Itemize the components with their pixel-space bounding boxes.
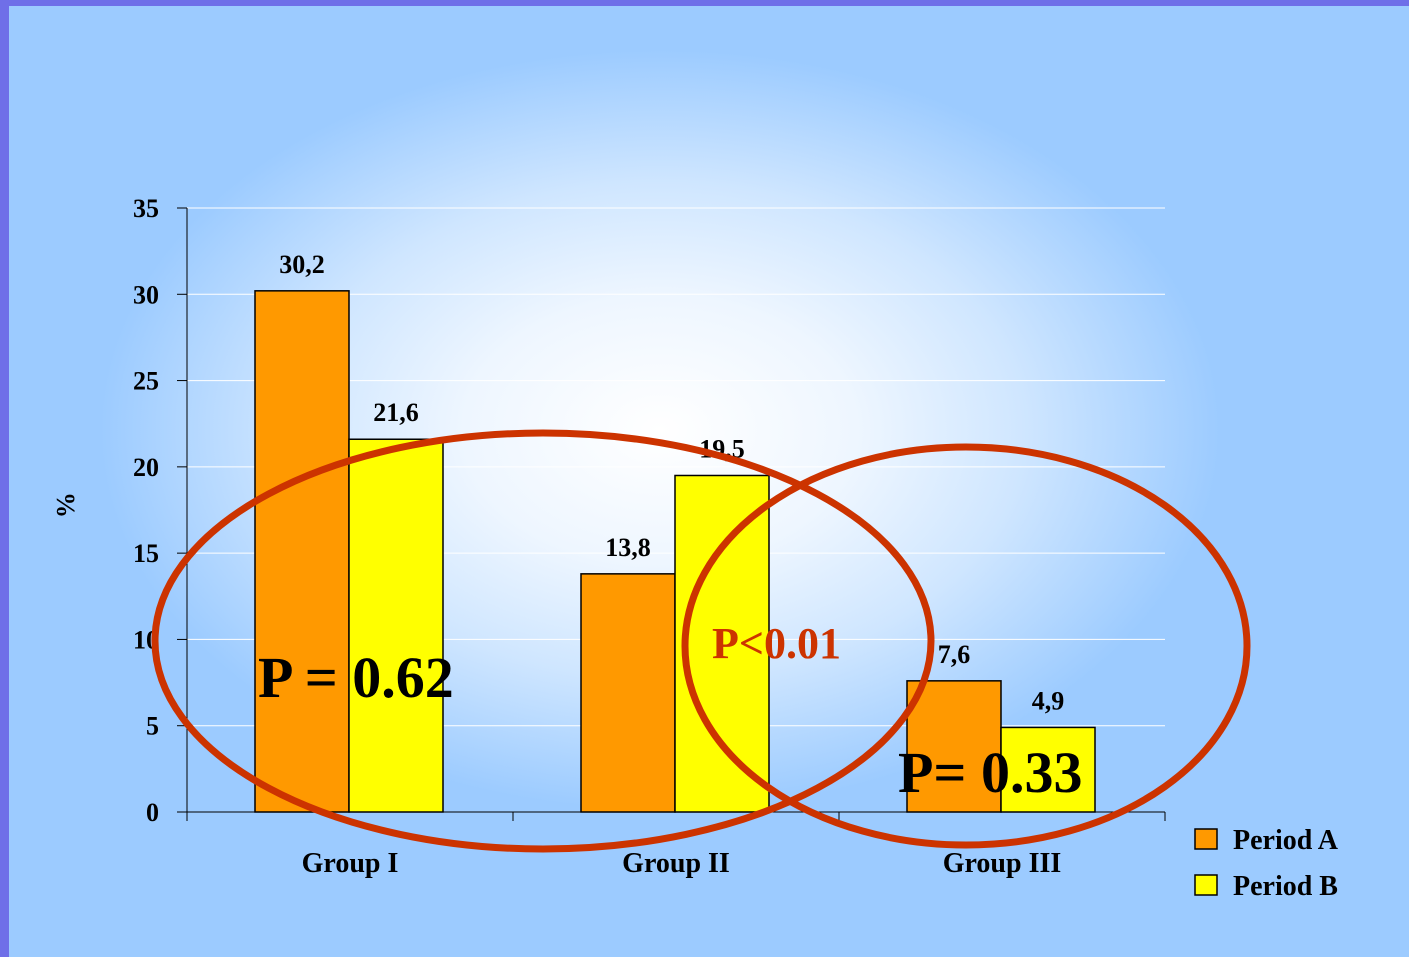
legend-swatch-period-b: [1194, 874, 1218, 896]
x-tick-label: Group II: [622, 848, 730, 879]
highlight-ellipse-groups-2-3: [681, 443, 1251, 849]
y-tick-label: 35: [133, 194, 159, 223]
axes: [177, 207, 1166, 821]
legend-swatch-period-a: [1194, 828, 1218, 850]
bar-period-a: [580, 573, 676, 813]
y-axis-title: %: [51, 492, 80, 518]
y-tick-label: 15: [133, 539, 159, 568]
data-label: 30,2: [279, 250, 325, 279]
legend: Period A Period B: [1194, 825, 1339, 902]
data-label: 21,6: [373, 398, 419, 427]
legend-label-period-b: Period B: [1233, 871, 1338, 902]
bar-period-b: [674, 474, 770, 813]
legend-label-period-a: Period A: [1233, 825, 1339, 856]
bar-period-a: [254, 290, 350, 813]
y-tick-label: 5: [146, 712, 159, 741]
bar-period-b: [1000, 726, 1096, 813]
data-label: 7,6: [938, 640, 971, 669]
bars: [254, 290, 1096, 813]
annotation-p-062: P = 0.62: [258, 645, 454, 710]
y-tick-label: 0: [146, 798, 159, 827]
y-tick-label: 25: [133, 367, 159, 396]
data-label: 4,9: [1032, 686, 1065, 715]
y-tick-label: 20: [133, 453, 159, 482]
bar-period-b: [348, 438, 444, 813]
y-tick-label: 30: [133, 280, 159, 309]
annotation-p-033: P= 0.33: [898, 740, 1082, 805]
data-label: 13,8: [605, 533, 651, 562]
x-tick-label: Group I: [302, 848, 399, 879]
highlight-ellipse-groups-1-2: [151, 429, 935, 853]
annotation-p-001: P<0.01: [712, 619, 841, 668]
x-tick-label: Group III: [943, 848, 1062, 879]
x-tick-labels: Group I Group II Group III: [302, 848, 1062, 879]
